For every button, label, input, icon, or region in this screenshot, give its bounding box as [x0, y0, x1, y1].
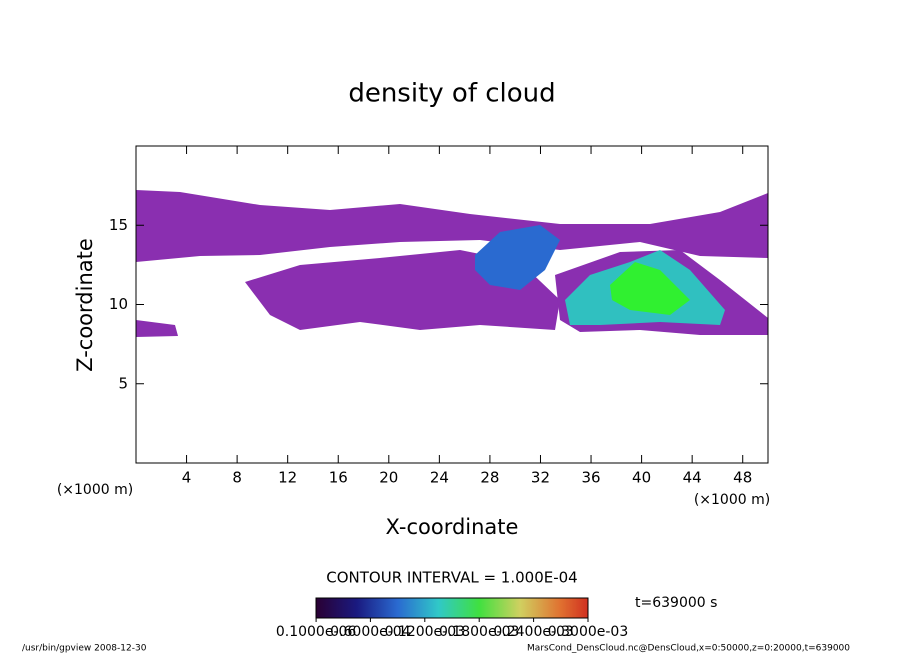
x-tick-label: 16 — [329, 469, 348, 487]
x-tick-label: 48 — [733, 469, 752, 487]
x-tick-label: 28 — [480, 469, 499, 487]
x-unit: (×1000 m) — [694, 492, 770, 508]
colorbar-tick-label: 0.1800e-03 — [439, 624, 519, 640]
y-tick-label: 5 — [118, 374, 128, 392]
y-unit: (×1000 m) — [57, 482, 133, 498]
x-tick-label: 24 — [430, 469, 449, 487]
x-tick-label: 20 — [379, 469, 398, 487]
x-tick-label: 12 — [278, 469, 297, 487]
cloud-region — [136, 190, 768, 262]
x-tick-label: 40 — [632, 469, 651, 487]
x-tick-label: 36 — [581, 469, 600, 487]
cloud-field — [136, 190, 768, 337]
contour-interval: CONTOUR INTERVAL = 1.000E-04 — [326, 569, 577, 587]
cloud-region — [475, 225, 560, 290]
x-tick-label: 32 — [531, 469, 550, 487]
time-label: t=639000 s — [635, 595, 717, 611]
x-axis-label: X-coordinate — [386, 515, 519, 539]
x-tick-label: 8 — [232, 469, 242, 487]
y-axis-label: Z-coordinate — [73, 238, 97, 372]
x-tick-label: 44 — [683, 469, 702, 487]
y-tick-label: 15 — [109, 216, 128, 234]
colorbar-tick-label: 0.1000e-06 — [276, 624, 357, 640]
colorbar-tick-label: 0.1200e-03 — [385, 624, 465, 640]
footer-left: /usr/bin/gpview 2008-12-30 — [22, 644, 147, 654]
x-tick-label: 4 — [182, 469, 192, 487]
chart-title: density of cloud — [348, 79, 555, 109]
cloud-region — [136, 320, 178, 337]
colorbar-tick-label: 0.2400e-03 — [493, 624, 573, 640]
colorbar-tick-label: 0.3000e-03 — [548, 624, 628, 640]
colorbar — [315, 597, 589, 619]
footer-right: MarsCond_DensCloud.nc@DensCloud,x=0:5000… — [527, 644, 850, 654]
colorbar-tick-label: 0.6000e-04 — [330, 624, 411, 640]
cloud-region — [610, 262, 690, 315]
y-tick-label: 10 — [109, 295, 128, 313]
